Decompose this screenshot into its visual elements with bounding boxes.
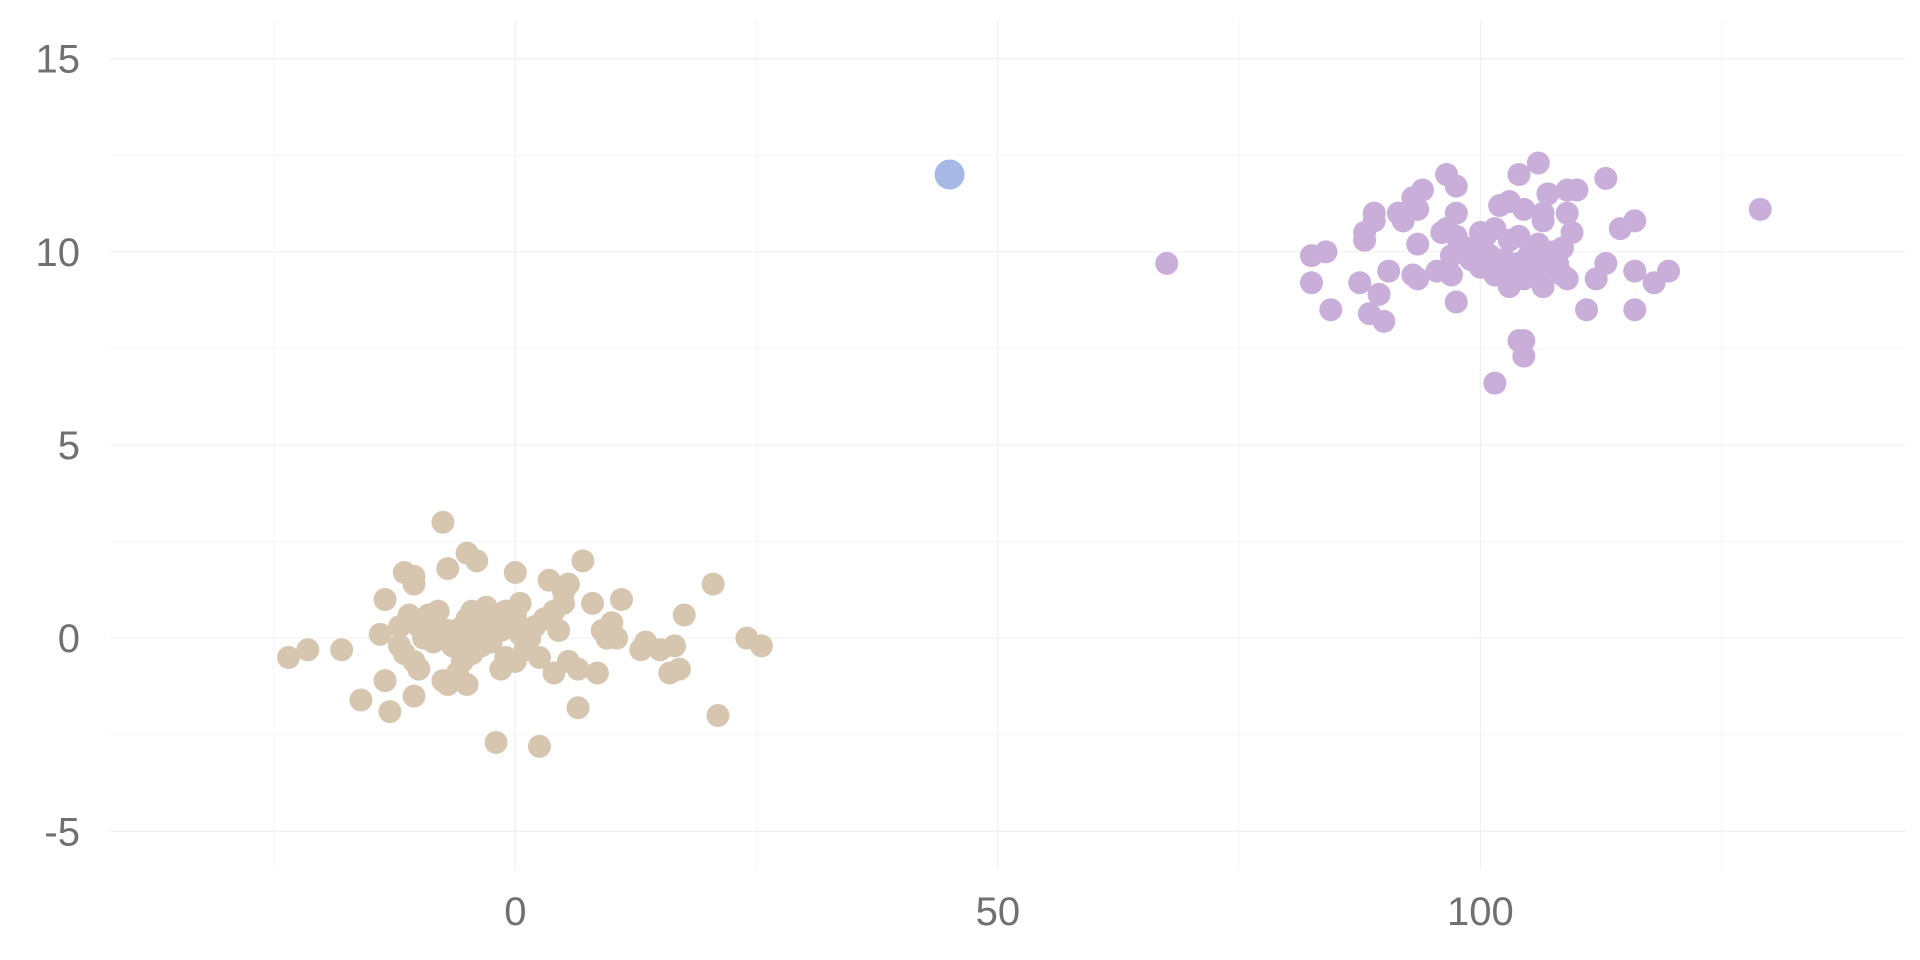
data-point bbox=[436, 557, 460, 581]
data-point bbox=[1565, 178, 1589, 202]
data-point bbox=[1748, 197, 1772, 221]
data-point bbox=[1512, 197, 1536, 221]
data-point bbox=[465, 549, 489, 573]
grid-lines bbox=[110, 20, 1905, 870]
data-point bbox=[527, 734, 551, 758]
data-point bbox=[1512, 344, 1536, 368]
data-point bbox=[330, 638, 354, 662]
data-point bbox=[547, 618, 571, 642]
data-point bbox=[378, 700, 402, 724]
data-point bbox=[1575, 298, 1599, 322]
data-point bbox=[402, 572, 426, 596]
data-point bbox=[701, 572, 725, 596]
y-tick-label: 5 bbox=[58, 424, 80, 468]
y-tick-label: 10 bbox=[36, 231, 81, 275]
x-axis-tick-labels: 0 50 100 bbox=[504, 890, 1514, 934]
y-tick-label: 0 bbox=[58, 617, 80, 661]
series-1 bbox=[277, 510, 773, 758]
series-3 bbox=[1155, 151, 1772, 395]
data-point bbox=[1410, 178, 1434, 202]
data-point bbox=[1406, 232, 1430, 256]
data-point bbox=[1314, 240, 1338, 264]
data-point bbox=[581, 591, 605, 615]
data-point bbox=[934, 159, 965, 190]
data-point bbox=[1594, 251, 1618, 275]
data-point bbox=[368, 622, 392, 646]
data-point bbox=[605, 626, 629, 650]
data-point bbox=[296, 638, 320, 662]
x-tick-label: 100 bbox=[1447, 890, 1514, 934]
data-point bbox=[706, 703, 730, 727]
y-tick-label: 15 bbox=[36, 38, 81, 82]
data-point bbox=[609, 588, 633, 612]
data-point bbox=[1526, 151, 1550, 175]
data-point bbox=[566, 696, 590, 720]
data-point bbox=[402, 684, 426, 708]
data-point bbox=[455, 673, 479, 697]
data-point bbox=[1444, 201, 1468, 225]
data-point bbox=[1319, 298, 1343, 322]
data-point bbox=[508, 591, 532, 615]
data-point bbox=[1507, 224, 1531, 248]
data-point bbox=[1444, 174, 1468, 198]
data-point bbox=[1560, 221, 1584, 244]
data-point bbox=[585, 661, 609, 685]
data-point bbox=[1155, 251, 1179, 275]
data-point bbox=[349, 688, 373, 712]
data-point bbox=[1299, 271, 1323, 295]
data-point bbox=[1406, 197, 1430, 221]
data-point bbox=[672, 603, 696, 627]
data-point bbox=[1623, 209, 1647, 233]
data-point bbox=[1555, 201, 1579, 225]
data-point bbox=[1536, 182, 1560, 206]
data-point bbox=[1623, 298, 1647, 322]
data-point bbox=[1406, 267, 1430, 291]
data-point bbox=[407, 657, 431, 681]
y-axis-tick-labels: -5 0 5 10 15 bbox=[36, 38, 81, 855]
data-point bbox=[1348, 271, 1372, 295]
data-point bbox=[566, 657, 590, 681]
data-point bbox=[1362, 209, 1386, 233]
data-point bbox=[571, 549, 595, 573]
x-tick-label: 50 bbox=[976, 890, 1021, 934]
y-tick-label: -5 bbox=[44, 810, 80, 854]
data-point bbox=[663, 634, 687, 658]
data-point bbox=[1439, 263, 1463, 287]
data-point bbox=[277, 646, 301, 669]
data-point bbox=[552, 591, 576, 615]
data-point bbox=[484, 731, 508, 754]
data-point bbox=[503, 561, 527, 584]
data-point bbox=[527, 646, 551, 669]
series-2 bbox=[934, 159, 965, 190]
data-points bbox=[277, 151, 1772, 758]
data-point bbox=[667, 657, 691, 681]
data-point bbox=[1377, 259, 1401, 283]
data-point bbox=[1657, 259, 1681, 283]
data-point bbox=[749, 634, 773, 658]
data-point bbox=[373, 669, 397, 693]
data-point bbox=[1483, 371, 1507, 395]
data-point bbox=[1507, 163, 1531, 187]
data-point bbox=[1444, 290, 1468, 314]
data-point bbox=[1623, 259, 1647, 283]
data-point bbox=[1367, 282, 1391, 306]
data-point bbox=[1594, 166, 1618, 190]
data-point bbox=[1531, 275, 1555, 299]
data-point bbox=[1555, 267, 1579, 291]
data-point bbox=[373, 588, 397, 612]
data-point bbox=[1372, 309, 1396, 333]
x-tick-label: 0 bbox=[504, 890, 526, 934]
data-point bbox=[1531, 209, 1555, 233]
data-point bbox=[431, 510, 455, 534]
data-point bbox=[426, 599, 450, 623]
data-point bbox=[556, 572, 580, 596]
